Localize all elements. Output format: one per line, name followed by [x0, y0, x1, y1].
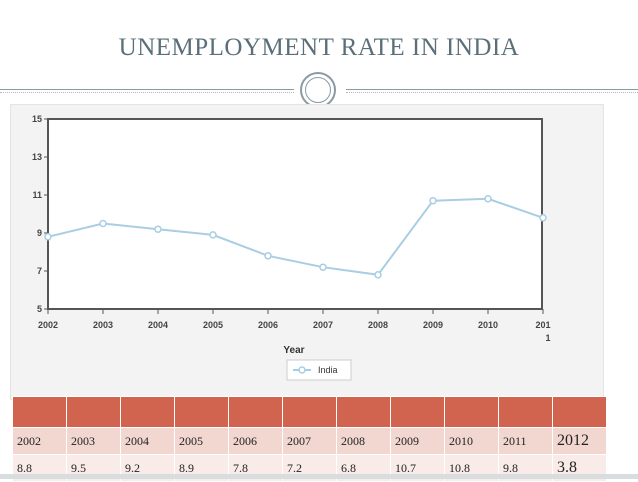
table-header-cell — [444, 396, 499, 428]
x-axis-label: Year — [283, 345, 304, 356]
series-line-india — [47, 197, 544, 276]
data-table: 2002 2003 2004 2005 2006 2007 2008 2009 2010 2011… — [12, 396, 607, 482]
circle-ornament-icon — [300, 72, 336, 108]
table-cell-year: 2004 — [120, 427, 175, 455]
table-header-cell — [336, 396, 391, 428]
table-cell-year: 2006 — [228, 427, 283, 455]
table-cell-year: 2007 — [282, 427, 337, 455]
table-row-years: 2002 2003 2004 2005 2006 2007 2008 2009 2010 2011… — [12, 427, 607, 455]
legend-marker — [298, 366, 306, 374]
y-tick-label: 7 — [37, 266, 42, 276]
footer-bar — [0, 474, 638, 479]
table-header-cell — [12, 396, 67, 428]
table-header-cell — [552, 396, 607, 428]
y-tick-label: 11 — [32, 190, 42, 200]
y-tick-label: 9 — [37, 228, 42, 238]
x-tick-label: 2009 — [423, 320, 443, 330]
data-point — [264, 252, 272, 260]
table-cell-year: 2003 — [66, 427, 121, 455]
legend: India — [286, 359, 352, 381]
table-cell-year: 2002 — [12, 427, 67, 455]
table-cell-year: 2008 — [336, 427, 391, 455]
data-point — [99, 219, 107, 228]
x-tick-label: 201 — [535, 320, 550, 330]
x-tick-label-wrap: 1 — [545, 333, 550, 343]
x-tick-label: 2004 — [148, 320, 168, 330]
data-point — [539, 214, 547, 222]
y-tick-label: 13 — [32, 152, 42, 162]
divider-left — [0, 89, 294, 90]
table-header-cell — [228, 396, 283, 428]
table-cell-year: 2009 — [390, 427, 445, 455]
data-point — [429, 196, 437, 205]
divider-dots-right — [346, 92, 638, 93]
table-cell-year: 2010 — [444, 427, 499, 455]
x-tick-label: 2006 — [258, 320, 278, 330]
data-point — [209, 231, 217, 239]
data-point — [154, 225, 162, 233]
table-header-cell — [498, 396, 553, 428]
table-header-cell — [66, 396, 121, 428]
x-tick-label: 2010 — [478, 320, 498, 330]
table-header-cell — [120, 396, 175, 428]
legend-label-india: India — [318, 365, 338, 375]
data-point — [374, 271, 382, 279]
y-tick-label: 15 — [32, 114, 42, 124]
x-tick-label: 2005 — [203, 320, 223, 330]
x-tick-label: 2002 — [38, 320, 58, 330]
y-tick-label: 5 — [37, 304, 42, 314]
x-tick-label: 2007 — [313, 320, 333, 330]
table-header-cell — [282, 396, 337, 428]
data-point — [44, 233, 52, 241]
table-header-row — [12, 396, 607, 428]
x-tick-label: 2008 — [368, 320, 388, 330]
x-tick-label: 2003 — [93, 320, 113, 330]
divider-dots-left — [0, 92, 294, 93]
slide-title: UNEMPLOYMENT RATE IN INDIA — [118, 34, 520, 61]
table-cell-year: 2011 — [498, 427, 553, 455]
table-header-cell — [174, 396, 229, 428]
table-cell-year: 2012 — [552, 427, 607, 455]
divider-right — [346, 89, 638, 90]
data-point — [484, 195, 492, 203]
plot-area — [47, 118, 543, 310]
table-cell-year: 2005 — [174, 427, 229, 455]
table-header-cell — [390, 396, 445, 428]
data-point — [319, 263, 327, 271]
